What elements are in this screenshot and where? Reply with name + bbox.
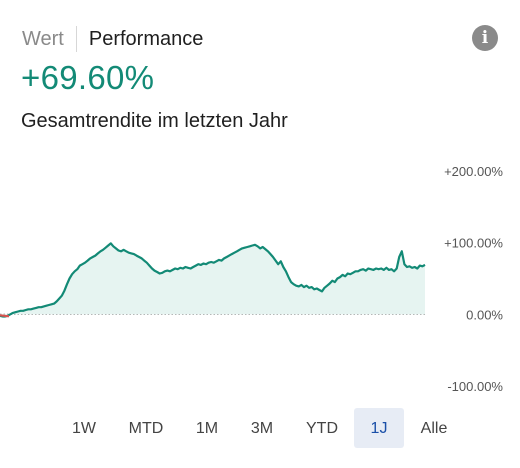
range-1m[interactable]: 1M xyxy=(195,420,219,437)
range-mtd[interactable]: MTD xyxy=(128,420,164,437)
y-tick-label: -100.00% xyxy=(447,379,503,394)
y-tick-label: +200.00% xyxy=(444,164,503,179)
performance-line xyxy=(0,242,426,318)
total-return-value: +69.60% xyxy=(21,59,155,96)
tab-wert[interactable]: Wert xyxy=(22,28,64,50)
y-tick-label: 0.00% xyxy=(466,307,503,322)
info-icon[interactable]: i xyxy=(472,25,498,51)
performance-chart: +200.00% +100.00% 0.00% -100.00% xyxy=(0,164,503,394)
tab-performance[interactable]: Performance xyxy=(88,28,204,50)
time-range-selector: 1W MTD 1M 3M YTD 1J Alle xyxy=(0,408,520,448)
view-tabs: Wert Performance xyxy=(22,26,203,52)
negative-segment xyxy=(0,314,10,318)
range-alle[interactable]: Alle xyxy=(420,420,448,437)
y-tick-label: +100.00% xyxy=(444,236,503,251)
total-return-caption: Gesamtrendite im letzten Jahr xyxy=(21,110,288,132)
range-1w[interactable]: 1W xyxy=(72,420,96,437)
range-ytd[interactable]: YTD xyxy=(306,420,338,437)
range-3m[interactable]: 3M xyxy=(250,420,274,437)
tab-divider xyxy=(75,26,77,52)
range-1j[interactable]: 1J xyxy=(354,408,404,448)
performance-area xyxy=(0,243,425,317)
